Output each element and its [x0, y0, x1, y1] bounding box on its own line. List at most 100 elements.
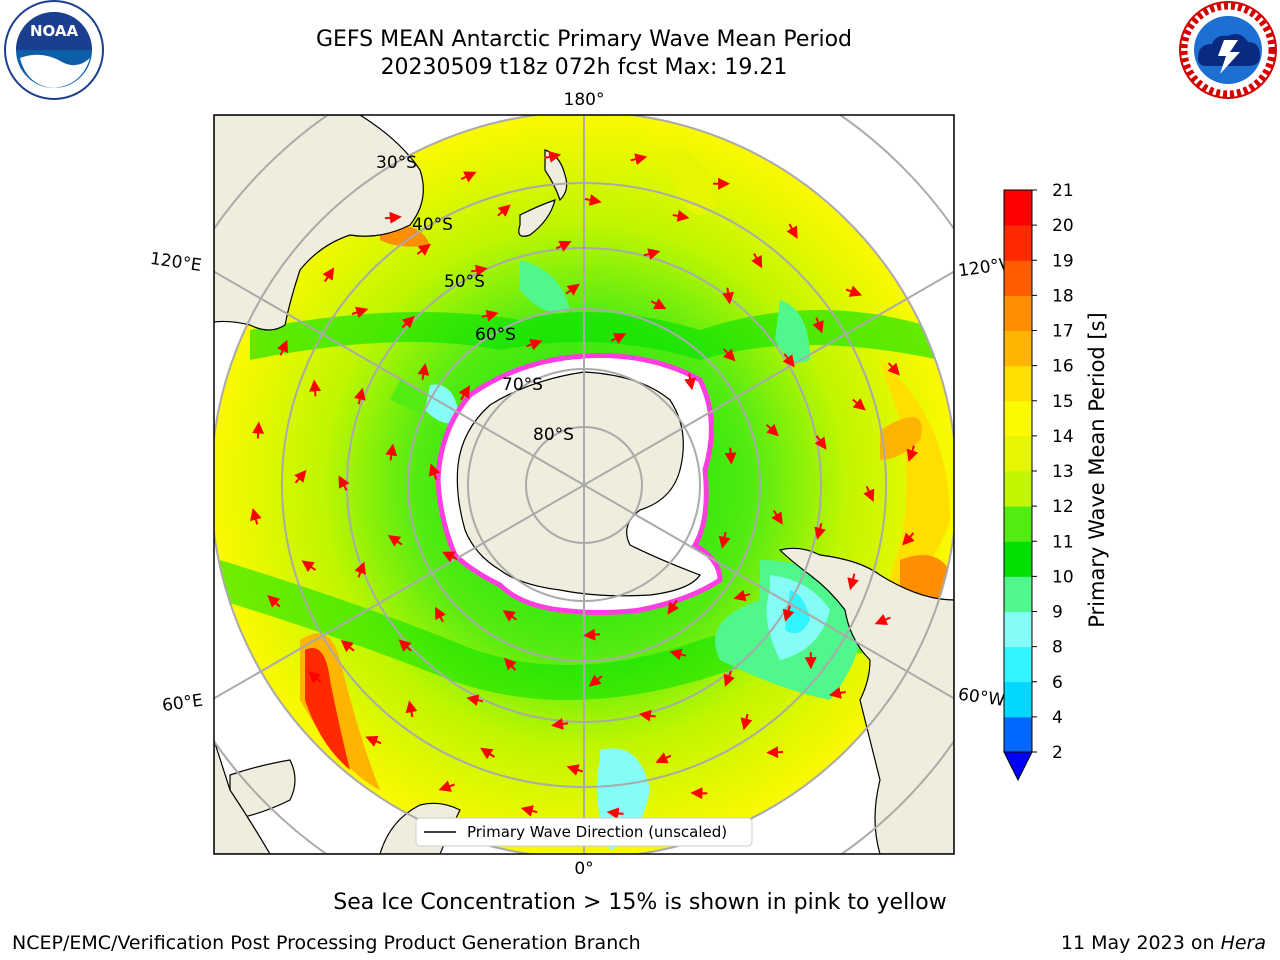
footer-date-text: 11 May 2023 on: [1060, 932, 1221, 954]
wave-direction-arrow: [852, 398, 866, 411]
wave-direction-arrow: [610, 333, 627, 345]
colorbar-segment: [1004, 506, 1032, 542]
wave-direction-arrow: [351, 306, 369, 319]
wave-direction-arrow: [354, 561, 366, 578]
wave-direction-arrow: [267, 595, 281, 608]
latitude-label: 30°S: [376, 153, 417, 173]
colorbar-segment: [1004, 611, 1032, 648]
colorbar-tick-label: 18: [1052, 286, 1074, 306]
wave-direction-arrow: [847, 573, 859, 591]
wave-direction-arrow: [751, 253, 763, 269]
wave-direction-arrow: [417, 362, 430, 380]
wave-direction-arrows: [250, 151, 919, 820]
wave-direction-arrow: [722, 348, 736, 362]
wave-direction-arrow: [606, 807, 624, 820]
colorbar-tick-label: 16: [1052, 357, 1074, 377]
colorbar-tick-label: 12: [1052, 497, 1074, 517]
longitude-label: 120°E: [149, 249, 203, 276]
colorbar-segment: [1004, 646, 1032, 683]
wave-direction-arrow: [630, 153, 648, 166]
colorbar-tick-label: 10: [1052, 567, 1074, 587]
wave-direction-arrow: [565, 283, 580, 296]
wave-direction-arrow: [828, 687, 846, 699]
legend-label: Primary Wave Direction (unscaled): [467, 823, 727, 841]
colorbar-tick-label: 19: [1052, 251, 1074, 271]
wave-direction-arrow: [863, 485, 875, 502]
latitude-label: 40°S: [412, 215, 453, 235]
wave-direction-arrow: [497, 204, 511, 217]
colorbar-segment: [1004, 576, 1032, 613]
wave-direction-arrow: [365, 735, 382, 747]
wave-direction-arrow: [340, 640, 355, 653]
wave-direction-arrow: [718, 531, 731, 549]
latitude-labels: 30°S 40°S 50°S 60°S 70°S 80°S: [376, 153, 574, 445]
wave-direction-arrow: [526, 338, 543, 351]
colorbar-segment: [1004, 365, 1032, 402]
wave-direction-arrow: [588, 674, 603, 687]
wave-direction-arrow: [338, 475, 350, 491]
wave-direction-arrow: [814, 522, 826, 540]
wave-direction-arrow: [667, 599, 680, 615]
wave-direction-arrow: [555, 240, 572, 252]
graticule: [214, 115, 954, 854]
nws-logo: [1179, 1, 1277, 99]
latitude-label: 80°S: [533, 425, 574, 445]
wave-direction-arrow: [250, 508, 262, 525]
wave-direction-arrow: [786, 223, 798, 239]
colorbar: 2 4 6 8 9 10 11 12 13 14 15 16 17 18 19 20 21: [1003, 181, 1074, 782]
wave-direction-arrow: [301, 560, 317, 573]
wave-direction-arrow: [252, 421, 265, 439]
colorbar-segment: [1004, 225, 1032, 261]
colorbar-segment: [1004, 541, 1032, 577]
wave-direction-arrow: [669, 648, 687, 661]
wave-direction-arrow: [733, 589, 751, 602]
wave-direction-arrow: [401, 315, 415, 329]
wave-direction-arrow: [277, 339, 289, 356]
wave-direction-arrow: [566, 764, 584, 776]
footer-host: Hera: [1220, 932, 1266, 954]
wave-direction-arrow: [398, 639, 412, 652]
wave-direction-arrow: [309, 379, 322, 397]
colorbar-tick-label: 11: [1052, 532, 1074, 552]
wave-direction-arrow: [638, 709, 656, 722]
wave-direction-arrow: [428, 463, 441, 480]
wave-direction-arrow: [460, 171, 477, 183]
longitude-label: 60°E: [161, 691, 204, 716]
colorbar-segment: [1004, 260, 1032, 296]
wave-direction-arrow: [812, 317, 824, 334]
wave-direction-arrow: [480, 747, 496, 760]
footer-credit: NCEP/EMC/Verification Post Processing Pr…: [12, 932, 641, 954]
wave-direction-arrow: [438, 780, 455, 792]
colorbar-tick-label: 4: [1052, 708, 1063, 728]
wave-direction-arrow: [416, 243, 431, 256]
colorbar-segment: [1004, 435, 1032, 472]
colorbar-segment: [1004, 295, 1032, 332]
wave-direction-arrow: [740, 713, 753, 731]
wave-direction-arrow: [583, 628, 601, 641]
wave-direction-arrow: [308, 671, 322, 684]
noaa-logo: NOAA: [4, 0, 104, 100]
colorbar-segment: [1004, 681, 1032, 718]
wave-direction-arrow: [887, 362, 900, 376]
wave-direction-arrow: [405, 700, 418, 718]
wave-direction-arrow: [845, 285, 863, 297]
wave-direction-arrow: [470, 264, 488, 277]
wave-direction-arrow: [684, 373, 696, 391]
colorbar-tick-label: 21: [1052, 181, 1074, 201]
wave-direction-arrow: [466, 694, 484, 707]
wave-direction-arrow: [458, 385, 471, 401]
wave-direction-arrow: [504, 657, 517, 671]
wave-direction-arrow: [672, 210, 690, 222]
map-legend: Primary Wave Direction (unscaled): [415, 817, 753, 847]
colorbar-segment: [1004, 471, 1032, 507]
colorbar-under-extension: [1003, 751, 1033, 782]
wave-direction-arrow: [765, 423, 779, 437]
wave-direction-arrow: [766, 746, 784, 759]
wave-direction-arrow: [584, 194, 602, 206]
wave-direction-arrow: [387, 535, 403, 547]
colorbar-segment: [1004, 716, 1032, 753]
wave-direction-arrow: [442, 551, 458, 563]
sea-ice-note: Sea Ice Concentration > 15% is shown in …: [333, 890, 947, 915]
figure-title-line1: GEFS MEAN Antarctic Primary Wave Mean Pe…: [315, 27, 853, 52]
